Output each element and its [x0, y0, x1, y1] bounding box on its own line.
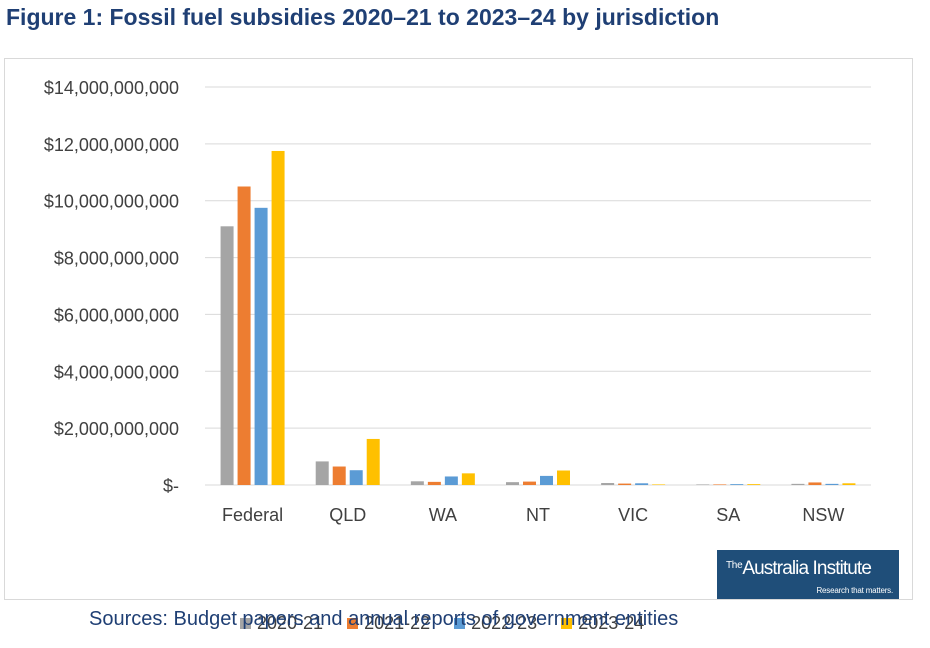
y-tick-label: $10,000,000,000	[44, 192, 179, 212]
x-category-label: NSW	[802, 505, 844, 525]
y-tick-label: $14,000,000,000	[44, 78, 179, 98]
bar-qld-2023-24	[366, 438, 380, 485]
bar-sa-2022-23	[730, 484, 744, 485]
y-tick-label: $4,000,000,000	[54, 362, 179, 382]
y-tick-label: $-	[163, 476, 179, 496]
x-category-label: Federal	[222, 505, 283, 525]
bar-qld-2022-23	[349, 470, 363, 485]
legend-swatch	[454, 617, 466, 629]
x-category-label: QLD	[329, 505, 366, 525]
logo-name: TheAustralia Institute	[726, 558, 872, 580]
x-category-label: VIC	[618, 505, 648, 525]
legend-item: 2023-24	[561, 613, 644, 634]
bar-federal-2020-21	[220, 226, 234, 486]
legend-swatch	[561, 617, 573, 629]
bar-vic-2020-21	[601, 483, 615, 485]
bar-sa-2021-22	[713, 484, 727, 485]
legend-label: 2020-21	[257, 612, 324, 633]
bar-nt-2020-21	[506, 482, 519, 485]
legend-swatch	[240, 617, 251, 629]
bar-vic-2022-23	[635, 483, 649, 485]
bar-sa-2020-21	[696, 484, 710, 485]
logo-the: The	[726, 560, 743, 571]
legend-item: 2022-23	[454, 613, 537, 634]
bar-vic-2021-22	[618, 483, 632, 485]
legend-swatch	[347, 617, 359, 629]
bar-nt-2022-23	[540, 475, 553, 485]
bar-sa-2023-24	[747, 484, 761, 485]
figure-title: Figure 1: Fossil fuel subsidies 2020–21 …	[6, 4, 720, 30]
bar-federal-2022-23	[254, 207, 268, 486]
bar-wa-2020-21	[410, 481, 424, 485]
y-tick-label: $2,000,000,000	[54, 419, 179, 439]
y-tick-label: $8,000,000,000	[54, 249, 179, 269]
bar-nsw-2023-24	[842, 483, 856, 485]
bar-wa-2021-22	[427, 481, 441, 485]
x-category-label: SA	[716, 505, 740, 525]
chart-area: $- $2,000,000,000 $4,000,000,000 $6,000,000…	[4, 58, 913, 633]
chart-legend: 2020-21 2021-22 2022-23 2023-24	[240, 612, 668, 634]
legend-label: 2022-23	[471, 612, 538, 633]
bar-nt-2021-22	[523, 481, 536, 485]
bar-federal-2023-24	[271, 150, 285, 485]
legend-item: 2020-21	[240, 613, 323, 634]
bar-qld-2020-21	[315, 461, 329, 485]
legend-label: 2023-24	[578, 612, 645, 633]
x-category-label: WA	[429, 505, 457, 525]
bar-chart: $- $2,000,000,000 $4,000,000,000 $6,000,000…	[44, 78, 871, 525]
bar-vic-2023-24	[652, 484, 666, 485]
logo-wordmark: Australia Institute	[742, 558, 872, 579]
bar-nsw-2020-21	[791, 483, 805, 485]
australia-institute-logo: TheAustralia Institute Research that mat…	[717, 550, 899, 599]
bar-wa-2022-23	[444, 476, 458, 485]
bar-federal-2021-22	[237, 186, 251, 485]
bar-wa-2023-24	[461, 473, 475, 485]
sources-note: Sources: Budget papers and annual report…	[89, 608, 679, 630]
legend-item: 2021-22	[347, 613, 430, 634]
logo-tagline: Research that matters.	[816, 586, 893, 595]
legend-label: 2021-22	[364, 612, 431, 633]
bar-qld-2021-22	[332, 466, 346, 485]
bar-nsw-2022-23	[825, 483, 839, 485]
bar-nt-2023-24	[557, 470, 570, 485]
y-tick-label: $6,000,000,000	[54, 305, 179, 325]
x-category-label: NT	[526, 505, 550, 525]
bar-nsw-2021-22	[808, 482, 822, 485]
y-tick-label: $12,000,000,000	[44, 135, 179, 155]
